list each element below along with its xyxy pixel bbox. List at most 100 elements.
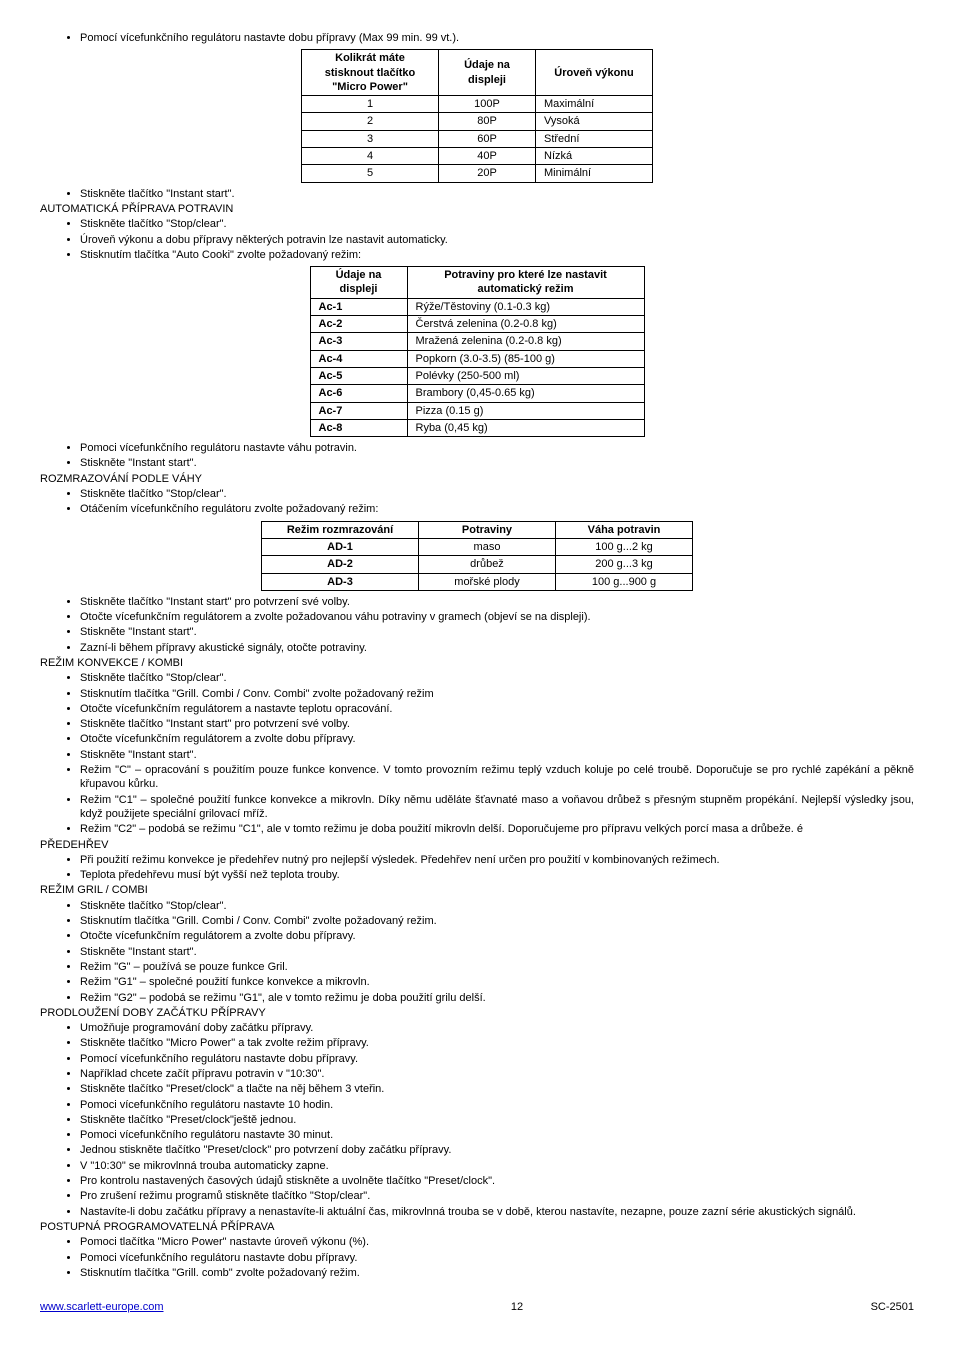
li: Otáčením vícefunkčního regulátoru zvolte…: [80, 502, 914, 516]
cell: Ac-1: [310, 298, 407, 315]
li: Režim "G2" – podobá se režimu "G1", ale …: [80, 991, 914, 1005]
li: Stiskněte tlačítko "Micro Power" a tak z…: [80, 1036, 914, 1050]
footer-link[interactable]: www.scarlett-europe.com: [40, 1300, 164, 1314]
heading-auto: AUTOMATICKÁ PŘÍPRAVA POTRAVIN: [40, 202, 914, 216]
t1-h2: Údaje na displeji: [439, 50, 536, 96]
cell: drůbež: [419, 556, 556, 573]
cell: Maximální: [536, 96, 653, 113]
cell: Vysoká: [536, 113, 653, 130]
cell: mořské plody: [419, 573, 556, 590]
li: Režim "C2" – podobá se režimu "C1", ale …: [80, 822, 914, 836]
defrost-list-1: Stiskněte tlačítko "Stop/clear". Otáčení…: [40, 487, 914, 517]
auto-table: Údaje na displeji Potraviny pro které lz…: [310, 266, 645, 437]
auto-list: Stiskněte tlačítko "Stop/clear". Úroveň …: [40, 217, 914, 262]
li: Stiskněte "Instant start".: [80, 945, 914, 959]
li: Stiskněte tlačítko "Instant start" pro p…: [80, 595, 914, 609]
li: Stisknutím tlačítka "Grill. comb" zvolte…: [80, 1266, 914, 1280]
grill-list: Stiskněte tlačítko "Stop/clear". Stisknu…: [40, 899, 914, 1005]
li: Stiskněte tlačítko "Stop/clear".: [80, 899, 914, 913]
cell: Nízká: [536, 148, 653, 165]
li: Stisknutím tlačítka "Grill. Combi / Conv…: [80, 914, 914, 928]
cell: Ac-8: [310, 419, 407, 436]
li: Pro zrušení režimu programů stiskněte tl…: [80, 1189, 914, 1203]
li: Otočte vícefunkčním regulátorem a zvolte…: [80, 610, 914, 624]
li: Pomocí vícefunkčního regulátoru nastavte…: [80, 1052, 914, 1066]
li: Stiskněte tlačítko "Stop/clear".: [80, 217, 914, 231]
li: Režim "G1" – společné použití funkce kon…: [80, 975, 914, 989]
heading-prog: POSTUPNÁ PROGRAMOVATELNÁ PŘÍPRAVA: [40, 1220, 914, 1234]
li: Stiskněte tlačítko "Stop/clear".: [80, 671, 914, 685]
li: Stisknutím tlačítka "Auto Cooki" zvolte …: [80, 248, 914, 262]
defrost-table: Režim rozmrazování Potraviny Váha potrav…: [261, 521, 693, 591]
li: Stiskněte "Instant start".: [80, 748, 914, 762]
cell: Ac-4: [310, 350, 407, 367]
t2-h2: Potraviny pro které lze nastavit automat…: [407, 267, 644, 299]
cell: AD-3: [262, 573, 419, 590]
power-table: Kolikrát máte stisknout tlačítko "Micro …: [301, 49, 653, 182]
page-number: 12: [511, 1300, 523, 1314]
cell: 40P: [439, 148, 536, 165]
li: Stiskněte tlačítko "Preset/clock" a tlač…: [80, 1082, 914, 1096]
li: Pomoci vícefunkčního regulátoru nastavte…: [80, 1128, 914, 1142]
li: Stiskněte "Instant start".: [80, 625, 914, 639]
li: Režim "C1" – společné použití funkce kon…: [80, 793, 914, 822]
li: Stiskněte tlačítko "Stop/clear".: [80, 487, 914, 501]
li: Stiskněte tlačítko "Instant start" pro p…: [80, 717, 914, 731]
li: Otočte vícefunkčním regulátorem a zvolte…: [80, 929, 914, 943]
li: Režim "G" – používá se pouze funkce Gril…: [80, 960, 914, 974]
cell: maso: [419, 538, 556, 555]
li: Režim "C" – opracování s použitím pouze …: [80, 763, 914, 792]
t3-h1: Režim rozmrazování: [262, 521, 419, 538]
intro-item: Pomocí vícefunkčního regulátoru nastavte…: [80, 31, 914, 45]
li: Stiskněte "Instant start".: [80, 456, 914, 470]
cell: 100 g...900 g: [556, 573, 693, 590]
intro-list: Pomocí vícefunkčního regulátoru nastavte…: [40, 31, 914, 45]
cell: Ac-5: [310, 367, 407, 384]
konv-list: Stiskněte tlačítko "Stop/clear". Stisknu…: [40, 671, 914, 836]
li: Pro kontrolu nastavených časových údajů …: [80, 1174, 914, 1188]
footer: www.scarlett-europe.com 12 SC-2501: [40, 1300, 914, 1314]
li: Stiskněte tlačítko "Instant start".: [80, 187, 914, 201]
heading-konv: REŽIM KONVEKCE / KOMBI: [40, 656, 914, 670]
li: Pomoci vícefunkčního regulátoru nastavte…: [80, 1251, 914, 1265]
cell: Ac-3: [310, 333, 407, 350]
cell: 3: [302, 130, 439, 147]
cell: 1: [302, 96, 439, 113]
cell: Mražená zelenina (0.2-0.8 kg): [407, 333, 644, 350]
li: Pomoci tlačítka "Micro Power" nastavte ú…: [80, 1235, 914, 1249]
li: Při použití režimu konvekce je předehřev…: [80, 853, 914, 867]
cell: Ac-2: [310, 316, 407, 333]
preheat-list: Při použití režimu konvekce je předehřev…: [40, 853, 914, 883]
li: Stisknutím tlačítka "Grill. Combi / Conv…: [80, 687, 914, 701]
cell: Polévky (250-500 ml): [407, 367, 644, 384]
li: Zazní-li během přípravy akustické signál…: [80, 641, 914, 655]
li: Jednou stiskněte tlačítko "Preset/clock"…: [80, 1143, 914, 1157]
heading-delay: PRODLOUŽENÍ DOBY ZAČÁTKU PŘÍPRAVY: [40, 1006, 914, 1020]
heading-defrost: ROZMRAZOVÁNÍ PODLE VÁHY: [40, 472, 914, 486]
cell: Popkorn (3.0-3.5) (85-100 g): [407, 350, 644, 367]
li: Umožňuje programování doby začátku přípr…: [80, 1021, 914, 1035]
cell: 5: [302, 165, 439, 182]
cell: Ac-7: [310, 402, 407, 419]
cell: 100P: [439, 96, 536, 113]
cell: AD-2: [262, 556, 419, 573]
after-t1-list: Stiskněte tlačítko "Instant start".: [40, 187, 914, 201]
t1-h1: Kolikrát máte stisknout tlačítko "Micro …: [302, 50, 439, 96]
cell: 100 g...2 kg: [556, 538, 693, 555]
li: Otočte vícefunkčním regulátorem a nastav…: [80, 702, 914, 716]
cell: 200 g...3 kg: [556, 556, 693, 573]
li: Stiskněte tlačítko "Preset/clock"ještě j…: [80, 1113, 914, 1127]
heading-grill: REŽIM GRIL / COMBI: [40, 883, 914, 897]
t3-h2: Potraviny: [419, 521, 556, 538]
li: Pomoci vícefunkčního regulátoru nastavte…: [80, 441, 914, 455]
after-t2-list: Pomoci vícefunkčního regulátoru nastavte…: [40, 441, 914, 471]
t1-h3: Úroveň výkonu: [536, 50, 653, 96]
cell: Pizza (0.15 g): [407, 402, 644, 419]
li: V "10:30" se mikrovlnná trouba automatic…: [80, 1159, 914, 1173]
cell: Čerstvá zelenina (0.2-0.8 kg): [407, 316, 644, 333]
t2-h1: Údaje na displeji: [310, 267, 407, 299]
heading-preheat: PŘEDEHŘEV: [40, 838, 914, 852]
cell: Brambory (0,45-0.65 kg): [407, 385, 644, 402]
cell: 20P: [439, 165, 536, 182]
cell: 4: [302, 148, 439, 165]
